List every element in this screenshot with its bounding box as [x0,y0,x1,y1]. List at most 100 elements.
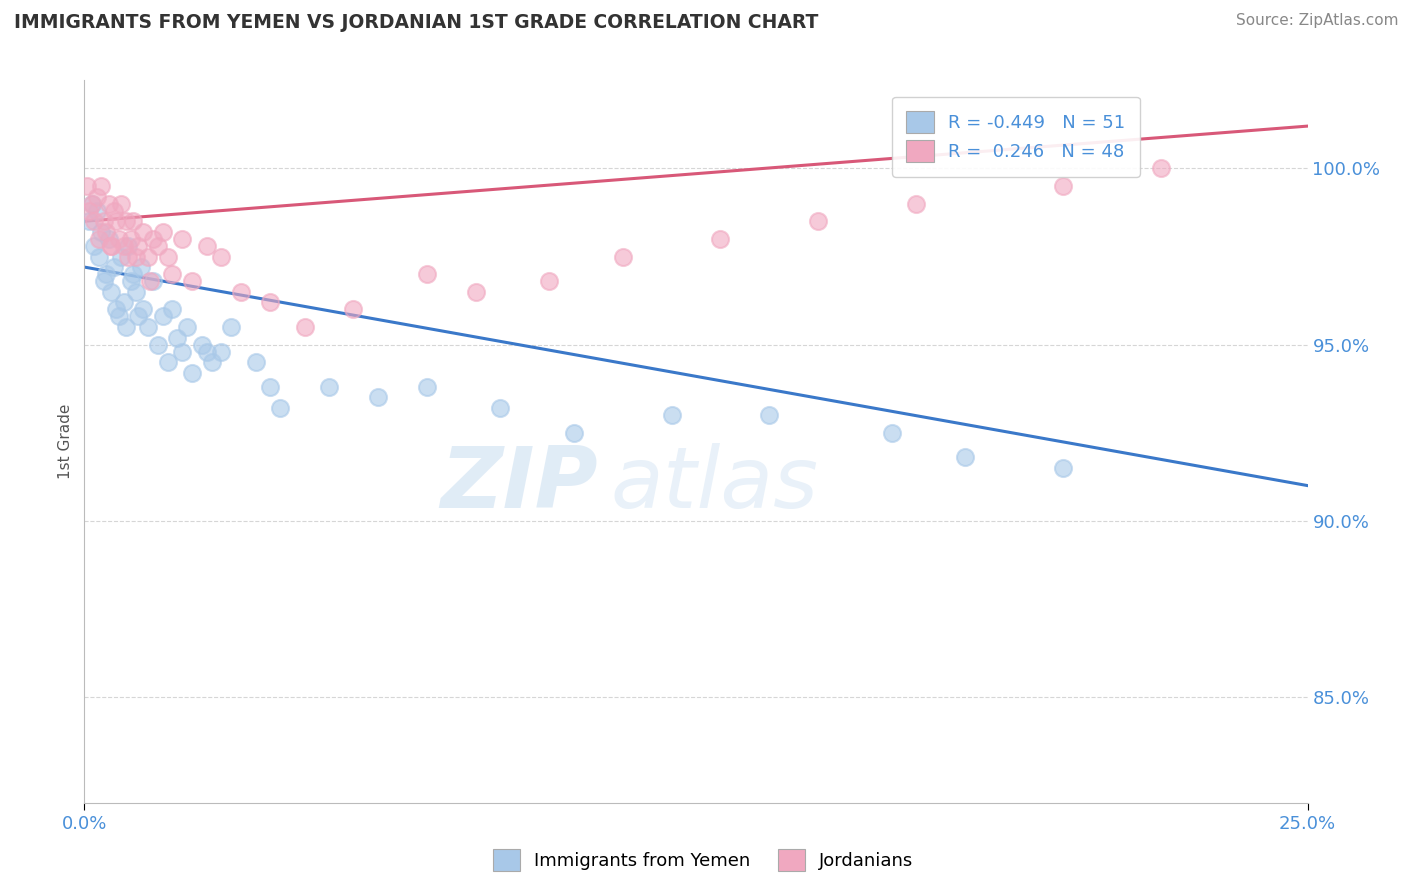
Point [142,274,165,288]
Point [181,366,204,380]
Point [612,250,634,264]
Point [90,179,112,194]
Point [105,214,128,228]
Legend: R = -0.449   N = 51, R =  0.246   N = 48: R = -0.449 N = 51, R = 0.246 N = 48 [891,96,1139,177]
Point [115,214,138,228]
Point [87,250,110,264]
Point [112,295,135,310]
Point [96,267,118,281]
Point [80,196,103,211]
Point [142,232,165,246]
Point [120,232,142,246]
Point [136,320,159,334]
Point [172,232,194,246]
Point [86,203,108,218]
Point [709,232,731,246]
Text: Source: ZipAtlas.com: Source: ZipAtlas.com [1236,13,1399,29]
Point [139,274,162,288]
Point [209,250,232,264]
Point [125,250,148,264]
Point [107,310,129,324]
Point [105,302,128,317]
Point [489,401,512,415]
Point [156,250,179,264]
Point [120,274,142,288]
Point [122,267,145,281]
Point [132,225,155,239]
Text: atlas: atlas [610,443,818,526]
Text: ZIP: ZIP [440,443,598,526]
Point [367,391,389,405]
Point [80,196,103,211]
Point [661,408,683,422]
Point [103,203,125,218]
Point [83,239,105,253]
Point [117,239,139,253]
Point [219,320,242,334]
Point [93,214,115,228]
Point [86,189,108,203]
Point [156,355,179,369]
Legend: Immigrants from Yemen, Jordanians: Immigrants from Yemen, Jordanians [485,842,921,879]
Point [269,401,291,415]
Point [125,285,148,299]
Point [758,408,780,422]
Point [122,214,145,228]
Point [76,179,98,194]
Point [97,196,120,211]
Y-axis label: 1st Grade: 1st Grade [58,404,73,479]
Point [87,232,110,246]
Point [136,250,159,264]
Point [152,310,174,324]
Point [953,450,976,465]
Point [100,239,122,253]
Point [416,380,439,394]
Point [77,203,100,218]
Point [200,355,222,369]
Point [464,285,486,299]
Point [107,232,129,246]
Point [181,274,204,288]
Point [1150,161,1173,176]
Point [152,225,174,239]
Point [162,267,184,281]
Point [132,302,155,317]
Point [166,330,188,344]
Point [103,260,125,274]
Point [176,320,198,334]
Point [191,337,214,351]
Point [96,225,118,239]
Point [112,239,135,253]
Point [1052,461,1074,475]
Point [146,337,169,351]
Point [162,302,184,317]
Point [97,232,120,246]
Point [100,239,122,253]
Point [294,320,316,334]
Point [127,239,149,253]
Point [259,380,281,394]
Point [342,302,364,317]
Point [115,320,138,334]
Point [209,344,232,359]
Point [562,425,585,440]
Point [807,214,830,228]
Point [195,239,218,253]
Point [110,196,132,211]
Point [416,267,439,281]
Point [1052,179,1074,194]
Point [77,214,100,228]
Point [146,239,169,253]
Point [259,295,281,310]
Point [245,355,267,369]
Point [83,214,105,228]
Point [117,250,139,264]
Point [229,285,252,299]
Point [318,380,340,394]
Point [100,285,122,299]
Point [127,310,149,324]
Point [538,274,561,288]
Point [195,344,218,359]
Point [90,225,112,239]
Text: IMMIGRANTS FROM YEMEN VS JORDANIAN 1ST GRADE CORRELATION CHART: IMMIGRANTS FROM YEMEN VS JORDANIAN 1ST G… [14,13,818,32]
